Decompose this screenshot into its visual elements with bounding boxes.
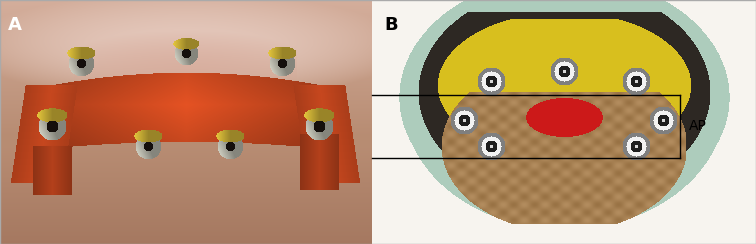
Text: B: B <box>384 16 398 34</box>
Text: A: A <box>8 16 22 34</box>
Text: AP: AP <box>689 119 707 133</box>
